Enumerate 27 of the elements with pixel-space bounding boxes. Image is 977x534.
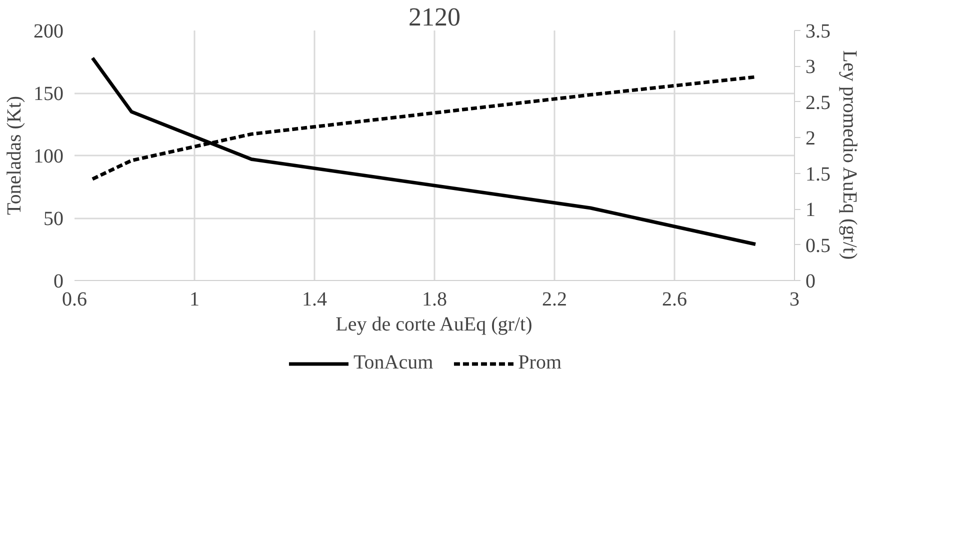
y-tick-label: 150 [34,83,64,105]
y2-tick-label: 2 [806,128,816,150]
x-tick-label: 1.4 [302,288,327,310]
legend-label: TonAcum [353,352,434,374]
x-axis-title: Ley de corte AuEq (gr/t) [336,314,532,336]
chart-title: 2120 [408,2,460,32]
x-tick-label: 2.2 [542,288,567,310]
line-series [90,56,758,246]
x-tick-label: 1 [190,288,200,310]
y2-tick-label: 1.5 [806,163,830,186]
x-tick-label: 3 [790,288,800,310]
x-tick-label: 2.6 [662,288,687,310]
y2-axis-title: Ley promedio AuEq (gr/t) [838,50,860,260]
y-axis-title: Toneladas (Kt) [4,96,26,216]
y2-tick-label: 0 [806,270,816,292]
legend-label: Prom [518,352,562,374]
y2-tick-label: 1 [806,199,816,222]
y2-tick-label: 3 [806,56,816,78]
y2-tick-label: 0.5 [806,234,830,257]
y-tick-label: 0 [54,270,64,292]
x-tick-label: 1.8 [422,288,447,310]
y-tick-label: 200 [34,20,64,42]
y2-tick-label: 3.5 [806,20,830,42]
y-tick-label: 50 [44,208,64,230]
y-tick-label: 100 [34,146,64,168]
y2-tick-label: 2.5 [806,92,830,114]
x-tick-label: 0.6 [62,288,87,310]
